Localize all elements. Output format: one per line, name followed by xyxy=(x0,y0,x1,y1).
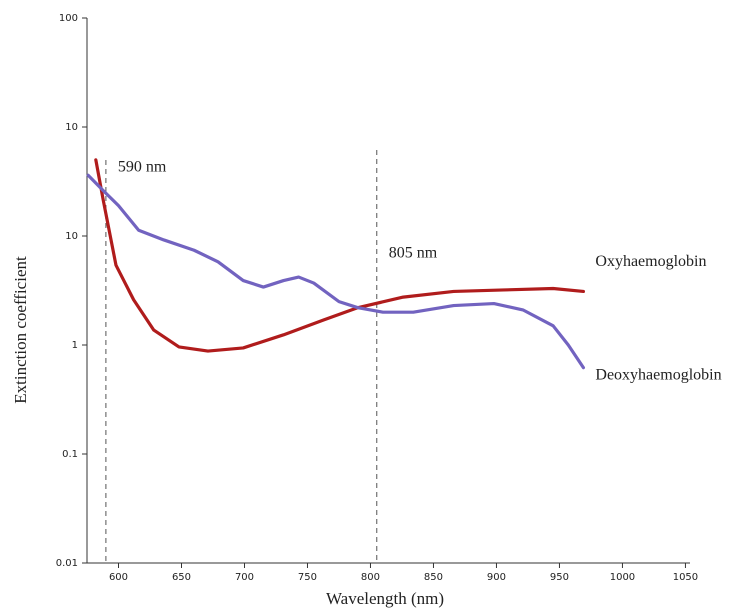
y-tick-label: 10 xyxy=(65,231,78,242)
y-axis-label: Extinction coefficient xyxy=(11,256,30,404)
legend-label: Oxyhaemoglobin xyxy=(595,253,706,270)
x-tick-label: 850 xyxy=(424,572,443,583)
x-tick-label: 950 xyxy=(550,572,569,583)
x-tick-label: 700 xyxy=(235,572,254,583)
x-tick-label: 1050 xyxy=(673,572,698,583)
x-tick-label: 650 xyxy=(172,572,191,583)
y-tick-label: 100 xyxy=(59,13,78,24)
y-tick-label: 0.1 xyxy=(62,449,78,460)
legend-label: Deoxyhaemoglobin xyxy=(595,366,721,383)
chart: Wavelength (nm) Extinction coefficient 6… xyxy=(0,0,753,611)
y-tick-label: 1 xyxy=(72,340,78,351)
x-tick-label: 1000 xyxy=(610,572,635,583)
annotation: 805 nm xyxy=(389,245,438,262)
y-tick-label: 10 xyxy=(65,122,78,133)
x-tick-label: 800 xyxy=(361,572,380,583)
x-tick-label: 600 xyxy=(109,572,128,583)
data-line xyxy=(88,175,583,367)
data-line xyxy=(96,160,584,351)
annotation: 590 nm xyxy=(118,159,167,176)
x-axis-label: Wavelength (nm) xyxy=(326,589,444,608)
x-tick-label: 900 xyxy=(487,572,506,583)
x-tick-label: 750 xyxy=(298,572,317,583)
y-tick-label: 0.01 xyxy=(56,558,78,569)
